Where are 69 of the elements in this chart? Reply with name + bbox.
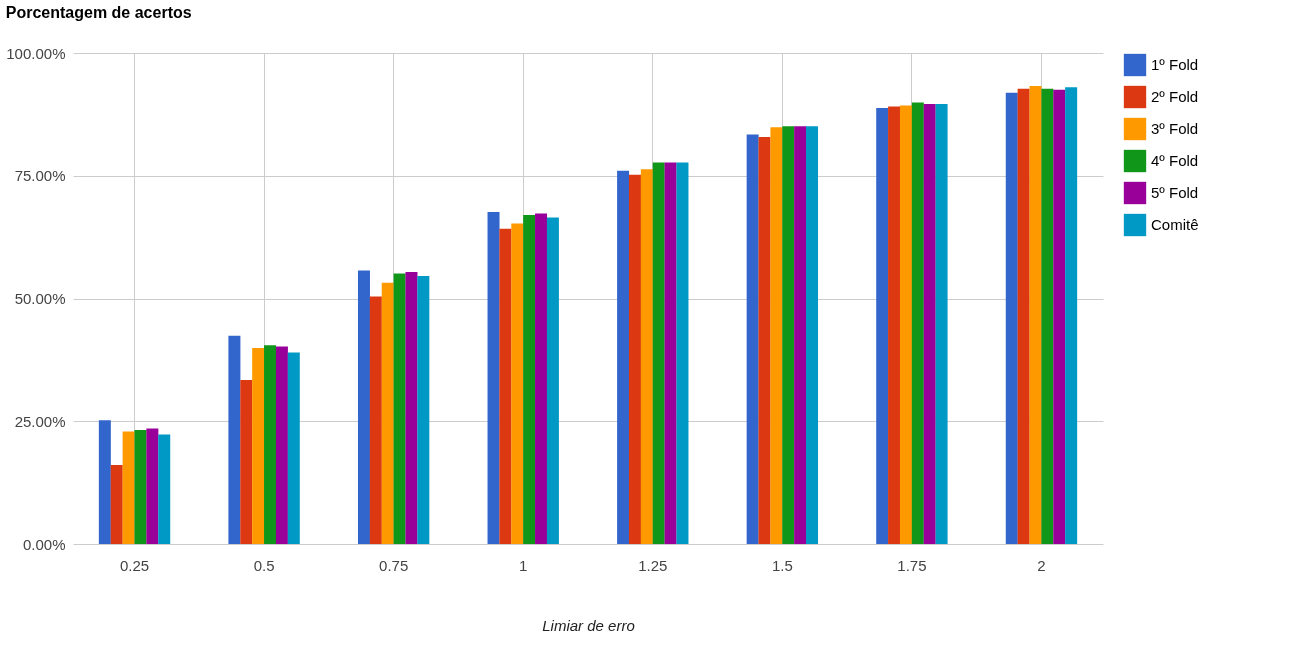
bar — [405, 271, 418, 544]
legend-label: 3º Fold — [1151, 120, 1199, 137]
y-tick-label: 100.00% — [6, 44, 66, 62]
legend-label: 1º Fold — [1151, 56, 1199, 73]
bar — [369, 296, 382, 544]
bar — [911, 102, 924, 544]
bar — [923, 104, 936, 544]
bar — [252, 348, 265, 544]
bar — [628, 174, 641, 544]
bar — [264, 345, 277, 544]
x-tick-label: 2 — [1037, 556, 1046, 574]
bar — [935, 104, 948, 544]
bar — [240, 380, 253, 544]
bar — [98, 420, 111, 544]
bar — [357, 270, 370, 544]
bar — [664, 162, 677, 544]
bar — [899, 105, 912, 544]
legend-label: 2º Fold — [1151, 88, 1199, 105]
bar — [381, 282, 394, 544]
bar — [782, 126, 795, 544]
bar — [1005, 92, 1018, 544]
legend-label: Comitê — [1151, 216, 1199, 233]
bar — [523, 215, 536, 544]
bar — [487, 212, 500, 544]
bar — [275, 346, 288, 544]
bar — [794, 126, 807, 544]
chart-title: Porcentagem de acertos — [5, 4, 192, 21]
bar — [676, 162, 689, 544]
bar — [1029, 85, 1042, 544]
bar — [1065, 87, 1078, 544]
bar — [640, 169, 653, 544]
bar — [1041, 88, 1054, 544]
x-axis-title: Limiar de erro — [542, 616, 635, 634]
bar — [417, 275, 430, 544]
bar — [535, 213, 548, 544]
bar — [228, 335, 241, 544]
legend-label: 5º Fold — [1151, 184, 1199, 201]
bar — [758, 136, 771, 544]
y-tick-label: 0.00% — [22, 535, 66, 553]
bar — [888, 106, 901, 544]
bar — [1053, 89, 1066, 544]
bar — [806, 126, 819, 544]
bar — [158, 434, 171, 544]
bar — [499, 228, 512, 544]
x-tick-label: 1 — [519, 556, 528, 574]
bar — [1017, 88, 1030, 544]
x-tick-label: 0.75 — [379, 556, 409, 574]
bar — [546, 217, 559, 544]
bar — [287, 352, 300, 544]
legend-label: 4º Fold — [1151, 152, 1199, 169]
x-tick-label: 1.25 — [638, 556, 668, 574]
y-tick-label: 75.00% — [14, 167, 66, 185]
x-tick-label: 0.5 — [253, 556, 275, 574]
bar — [122, 431, 135, 544]
bar — [746, 134, 759, 544]
bar — [770, 127, 783, 544]
y-tick-label: 25.00% — [14, 412, 66, 430]
bar — [511, 223, 524, 544]
bar — [393, 273, 406, 544]
bar — [134, 430, 147, 544]
bar — [146, 428, 159, 544]
bar — [110, 464, 123, 544]
x-tick-label: 0.25 — [119, 556, 150, 574]
bar — [876, 107, 889, 544]
bar — [617, 170, 630, 544]
x-tick-label: 1.5 — [771, 556, 793, 574]
y-tick-label: 50.00% — [14, 290, 66, 307]
bar — [652, 162, 665, 544]
x-tick-label: 1.75 — [897, 556, 927, 574]
